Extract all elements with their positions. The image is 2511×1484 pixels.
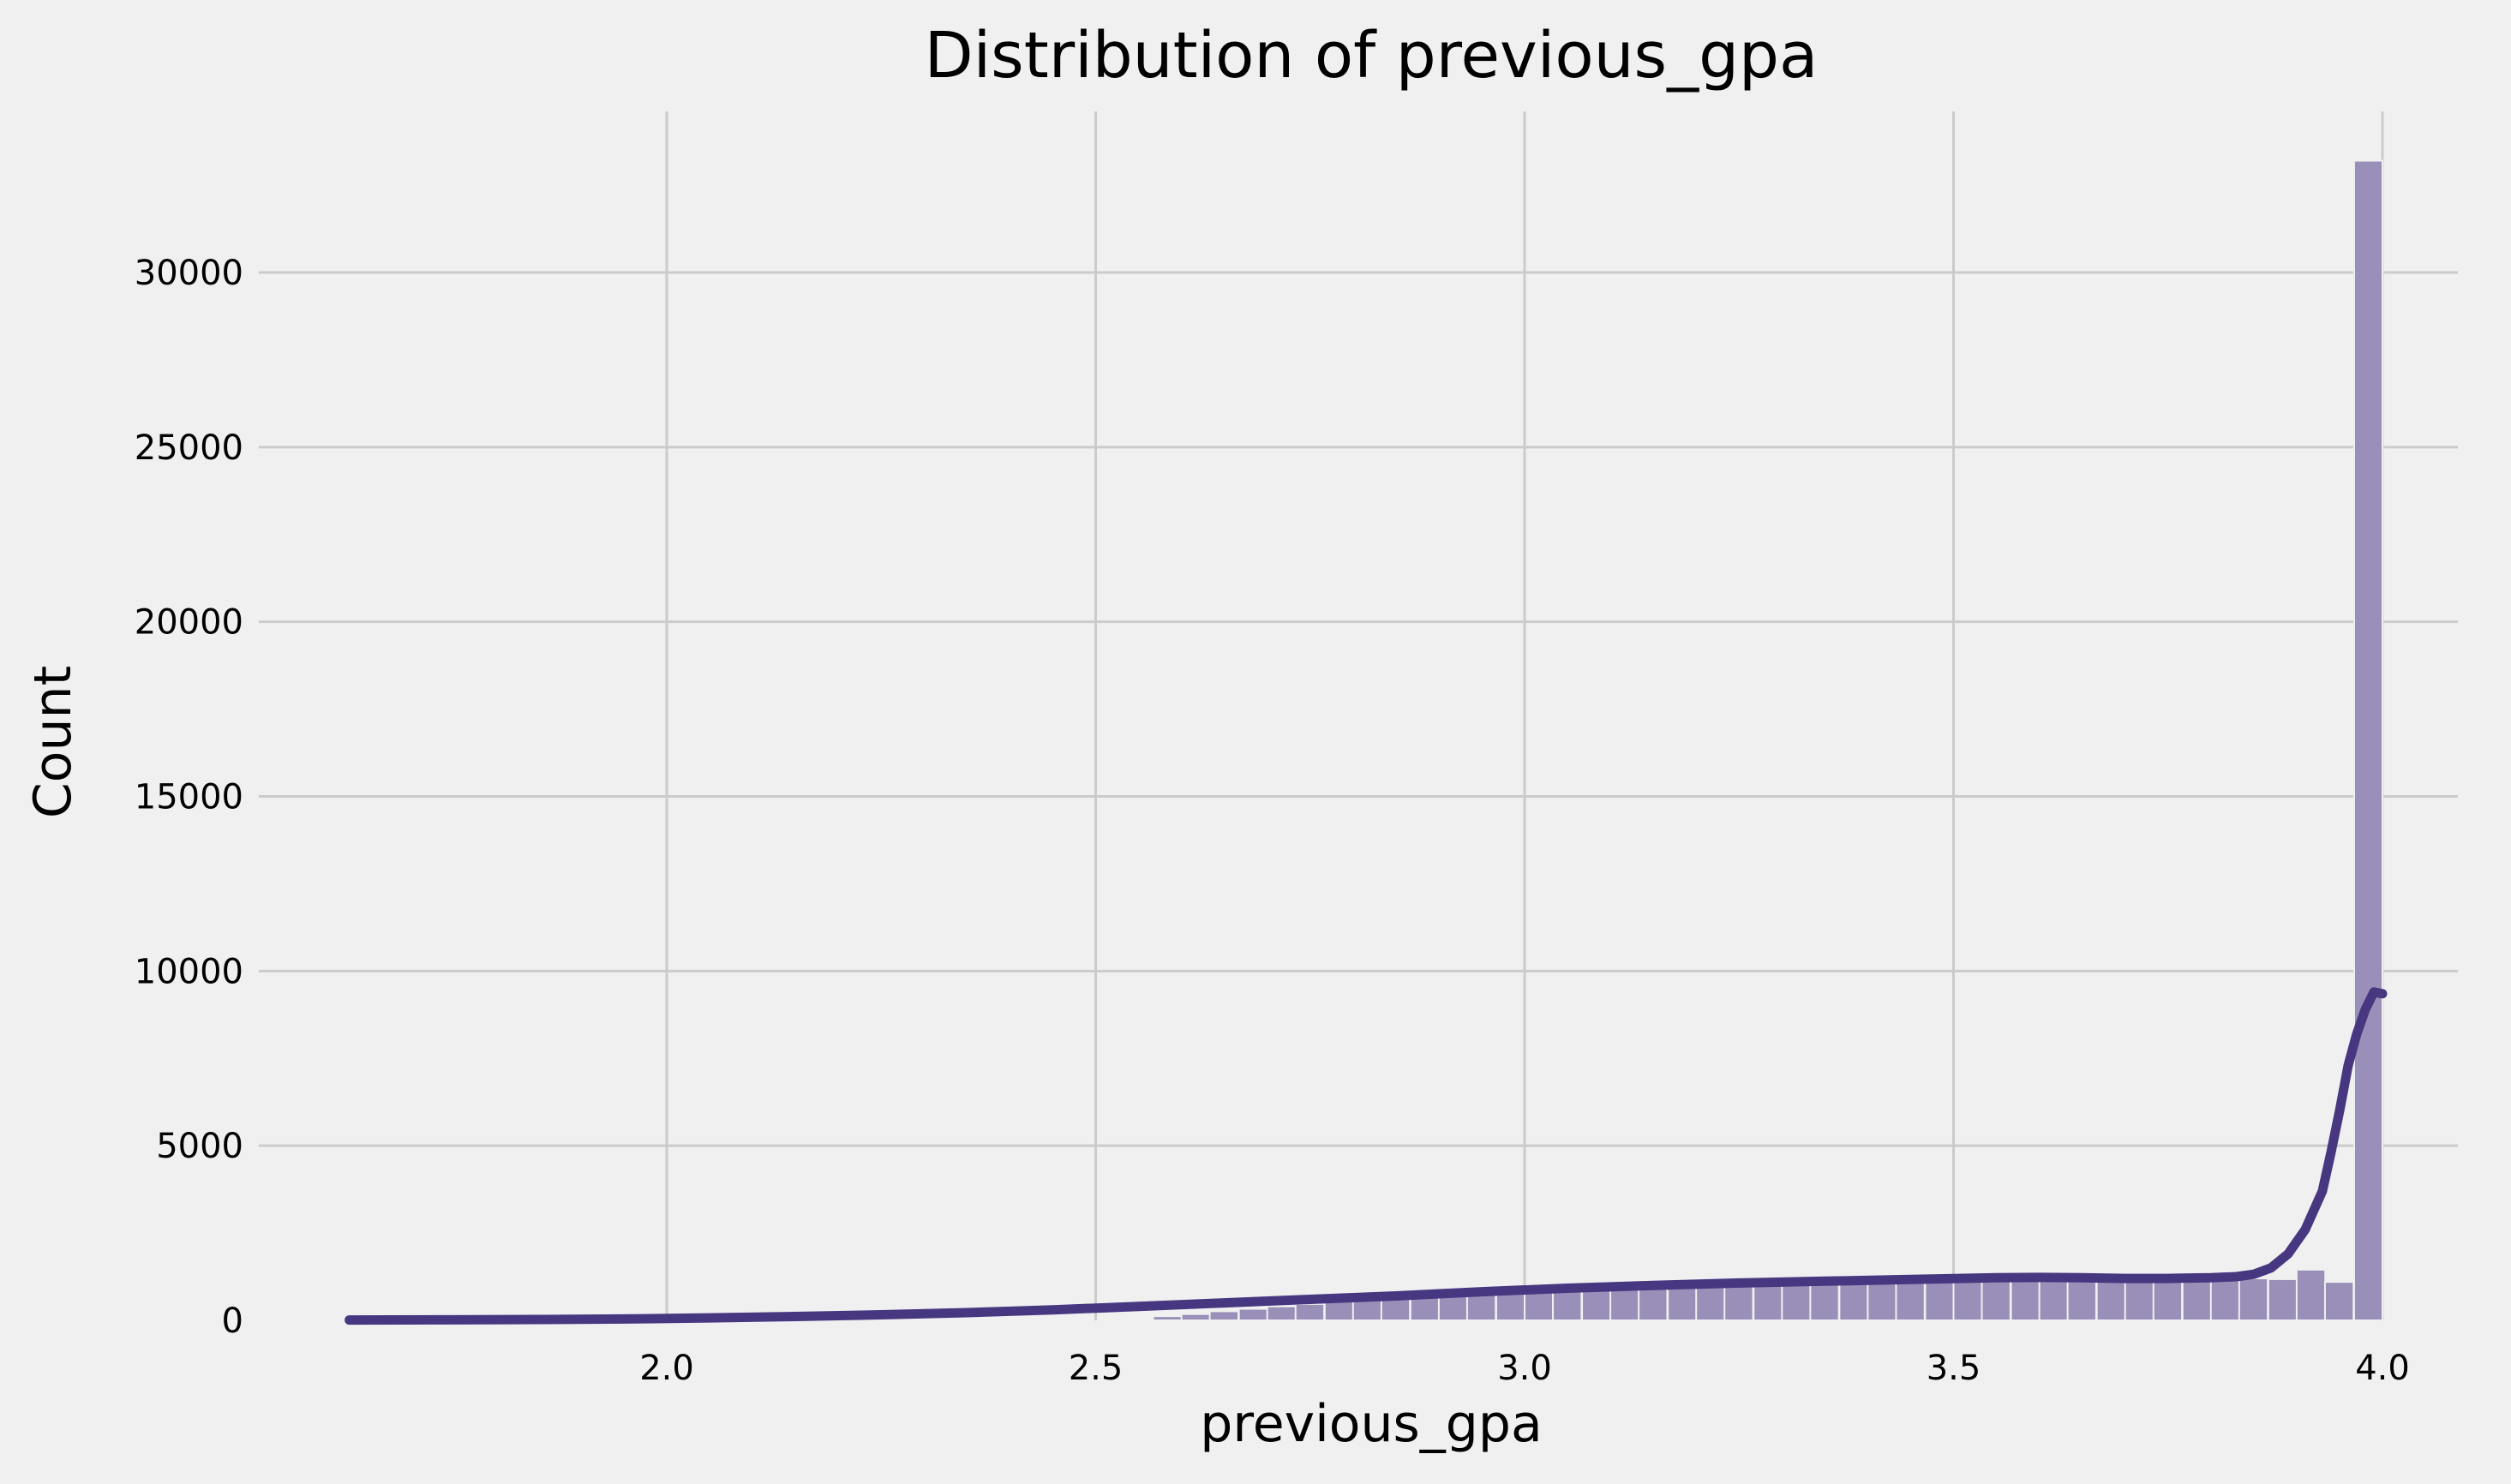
histogram-bar [2124, 1276, 2155, 1321]
kde-line [345, 987, 2388, 1325]
histogram-bar [1180, 1313, 1211, 1321]
histogram-bar [1152, 1315, 1183, 1322]
x-tick-label: 3.5 [1927, 1349, 1981, 1388]
histogram-bar [1294, 1302, 1326, 1322]
histogram-bar [2066, 1275, 2097, 1322]
histogram-bar [2267, 1278, 2298, 1322]
histogram-bar [2238, 1278, 2269, 1321]
histogram-bar [2152, 1276, 2184, 1322]
histogram-bar [2352, 159, 2384, 1322]
y-tick-label: 0 [222, 1301, 243, 1341]
histogram-bars [1152, 159, 2384, 1322]
histogram-bar [1238, 1307, 1269, 1321]
y-tick-labels: 0 5000 10000 15000 20000 25000 30000 [135, 254, 243, 1341]
histogram-bar [2095, 1276, 2127, 1321]
histogram-bar [2295, 1268, 2327, 1321]
x-tick-label: 3.0 [1497, 1349, 1552, 1388]
histogram-bar [1323, 1300, 1355, 1321]
x-tick-label: 4.0 [2355, 1349, 2410, 1388]
histogram-bar [2038, 1275, 2069, 1321]
x-axis-label: previous_gpa [1200, 1394, 1542, 1454]
x-tick-label: 2.5 [1069, 1349, 1124, 1388]
y-tick-label: 25000 [135, 428, 243, 468]
histogram-bar [1208, 1310, 1239, 1321]
x-tick-label: 2.0 [639, 1349, 694, 1388]
histogram-bar [2209, 1277, 2241, 1321]
histogram-bar [2323, 1281, 2355, 1321]
y-tick-label: 5000 [156, 1127, 243, 1166]
histogram-bar [2010, 1275, 2041, 1321]
histogram-bar [1380, 1296, 1411, 1321]
grid [259, 111, 2458, 1320]
y-tick-label: 20000 [135, 603, 243, 643]
y-axis-label: Count [23, 666, 83, 818]
histogram-bar [1351, 1298, 1383, 1322]
histogram-bar [2181, 1276, 2213, 1322]
histogram-bar [1266, 1305, 1297, 1322]
x-tick-labels: 2.0 2.5 3.0 3.5 4.0 [639, 1349, 2410, 1388]
chart-title: Distribution of previous_gpa [925, 19, 1819, 93]
y-tick-label: 30000 [135, 254, 243, 293]
y-tick-label: 15000 [135, 778, 243, 817]
y-tick-label: 10000 [135, 952, 243, 991]
